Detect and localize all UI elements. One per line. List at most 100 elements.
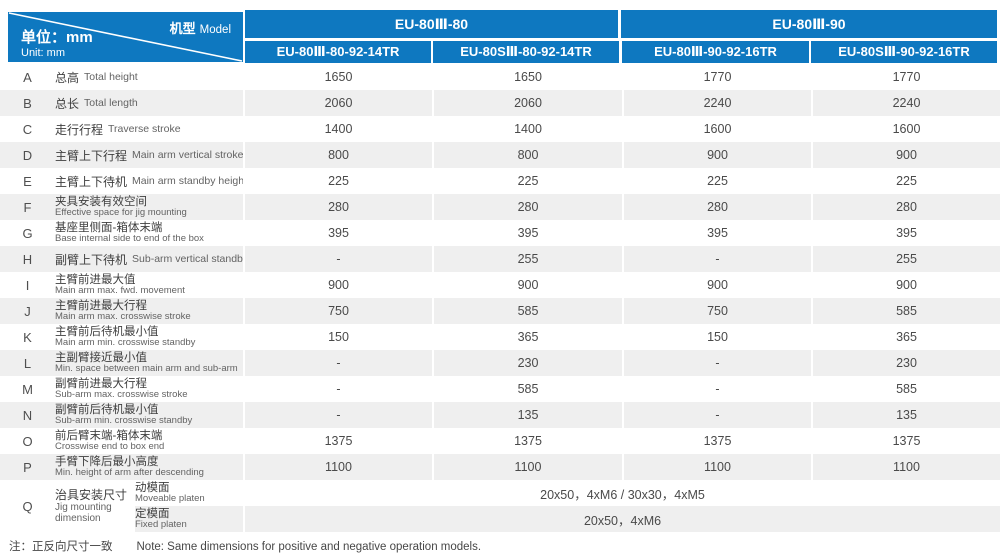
- spec-row-I: I 主臂前进最大值 Main arm max. fwd. movement 900 90…: [0, 272, 1000, 298]
- row-letter: K: [23, 329, 32, 345]
- value-cell: 225: [243, 168, 432, 194]
- jig-value-moveable: 20x50，4xM6 / 30x30，4xM5: [243, 480, 1000, 506]
- value-cell: 1400: [243, 116, 432, 142]
- row-letter: P: [0, 454, 55, 480]
- row-label: 基座里侧面-箱体末端 Base internal side to end of t…: [55, 220, 243, 246]
- model-label-en: Model: [199, 24, 231, 36]
- value-cell: 800: [243, 142, 432, 168]
- row-label: 治具安装尺寸 Jig mounting dimension: [55, 480, 135, 532]
- row-label: 副臂上下待机 Sub-arm vertical standby: [55, 246, 243, 272]
- row-letter: J: [0, 298, 55, 324]
- row-letter: B: [0, 90, 55, 116]
- label-en: Traverse stroke: [108, 123, 181, 135]
- model-column-header-3: EU-80Ⅲ-90-92-16TR: [622, 41, 809, 63]
- spec-row-F: F 夹具安装有效空间 Effective space for jig mountin…: [0, 194, 1000, 220]
- value-cell: -: [622, 376, 811, 402]
- value-cell: 750: [243, 298, 432, 324]
- label-en: Total height: [84, 71, 138, 83]
- row-letter: E: [23, 173, 32, 189]
- value-cell: 1770: [811, 64, 1000, 90]
- row-letter: A: [23, 69, 32, 85]
- value-cell: 1375: [432, 428, 622, 454]
- model-label-zh: 机型: [169, 21, 196, 36]
- spec-rows: A 总高 Total height 1650 1650 1770 1770 B 总长 Total …: [0, 64, 1000, 480]
- value-cell: 1770: [622, 64, 811, 90]
- model-header-label: 机型 Model: [170, 18, 231, 38]
- value-cell: 1375: [622, 428, 811, 454]
- value-cell: 2060: [243, 90, 432, 116]
- spec-row-H: H 副臂上下待机 Sub-arm vertical standby -255-255: [0, 246, 1000, 272]
- value-cell: 135: [811, 402, 1000, 428]
- value-cell: 1600: [811, 116, 1000, 142]
- label-en: Main arm max. fwd. movement: [55, 285, 185, 296]
- row-label: 总长 Total length: [55, 90, 243, 116]
- value-cell: 1375: [243, 428, 432, 454]
- model-group-header-eu80-90: EU-80Ⅲ-90: [621, 10, 997, 38]
- row-label: 副臂前后待机最小值 Sub-arm min. crosswise standby: [55, 402, 243, 428]
- label-en: Effective space for jig mounting: [55, 207, 187, 218]
- value-cell: 395: [243, 220, 432, 246]
- value-cell: -: [243, 350, 432, 376]
- value-cell: 1100: [622, 454, 811, 480]
- model-group-header-eu80-80: EU-80Ⅲ-80: [245, 10, 618, 38]
- value-cell: 1100: [811, 454, 1000, 480]
- unit-label-en: Unit: mm: [21, 46, 65, 59]
- row-letter: G: [22, 225, 33, 241]
- label-zh: 副臂前进最大行程: [55, 378, 147, 390]
- label-en: Main arm min. crosswise standby: [55, 337, 196, 348]
- jig-value-fixed: 20x50，4xM6: [243, 506, 1000, 532]
- value-cell: 280: [243, 194, 432, 220]
- jig-sub-label-moveable: 动模面 Moveable platen: [135, 480, 243, 506]
- label-zh: 副臂前后待机最小值: [55, 404, 159, 416]
- label-en: Min. space between main arm and sub-arm: [55, 363, 238, 374]
- model-column-header-2: EU-80SⅢ-80-92-14TR: [433, 41, 619, 63]
- row-label: 主臂前进最大行程 Main arm max. crosswise stroke: [55, 298, 243, 324]
- label-en: Moveable platen: [135, 493, 205, 504]
- value-cell: 900: [811, 142, 1000, 168]
- model-column-header-1: EU-80Ⅲ-80-92-14TR: [245, 41, 431, 63]
- label-en: Main arm max. crosswise stroke: [55, 311, 191, 322]
- value-cell: 135: [432, 402, 622, 428]
- label-zh: 主副臂接近最小值: [55, 352, 147, 364]
- footnote-en: Note: Same dimensions for positive and n…: [136, 541, 482, 553]
- value-cell: 280: [622, 194, 811, 220]
- value-cell: 395: [622, 220, 811, 246]
- spec-row-A: A 总高 Total height 1650 1650 1770 1770: [0, 64, 1000, 90]
- value-cell: -: [243, 402, 432, 428]
- value-cell: 2060: [432, 90, 622, 116]
- value-cell: 150: [622, 324, 811, 350]
- value-cell: 900: [811, 272, 1000, 298]
- row-letter: M: [22, 381, 33, 397]
- value-cell: 750: [622, 298, 811, 324]
- label-en: Total length: [84, 97, 138, 109]
- row-label: 主臂前进最大值 Main arm max. fwd. movement: [55, 272, 243, 298]
- spec-row-D: D 主臂上下行程 Main arm vertical stroke 800 800 900…: [0, 142, 1000, 168]
- spec-row-G: G 基座里侧面-箱体末端 Base internal side to end of …: [0, 220, 1000, 246]
- label-en: Crosswise end to box end: [55, 441, 165, 452]
- row-label: 夹具安装有效空间 Effective space for jig mounting: [55, 194, 243, 220]
- row-letter: H: [0, 246, 55, 272]
- spec-row-O: O 前后臂末端-箱体末端 Crosswise end to box end 1375 1…: [0, 428, 1000, 454]
- spec-row-N: N 副臂前后待机最小值 Sub-arm min. crosswise standby…: [0, 402, 1000, 428]
- spec-row-J: J 主臂前进最大行程 Main arm max. crosswise stroke 7…: [0, 298, 1000, 324]
- value-cell: 230: [811, 350, 1000, 376]
- value-cell: 1650: [432, 64, 622, 90]
- label-zh: 主臂上下行程: [55, 148, 128, 163]
- label-zh: 基座里侧面-箱体末端: [55, 222, 163, 234]
- label-en: Main arm vertical stroke: [132, 149, 243, 161]
- table-header: 机型 Model 单位：mm Unit: mm EU-80Ⅲ-80 EU-80Ⅲ-…: [0, 0, 1000, 64]
- label-zh: 定模面: [135, 508, 170, 520]
- value-cell: 225: [622, 168, 811, 194]
- spec-row-E: E 主臂上下待机 Main arm standby height 225 225 225 2…: [0, 168, 1000, 194]
- value-cell: -: [622, 246, 811, 272]
- label-zh: 动模面: [135, 482, 170, 494]
- value-cell: 900: [622, 272, 811, 298]
- row-label: 主臂前后待机最小值 Main arm min. crosswise standby: [55, 324, 243, 350]
- label-zh: 走行行程: [55, 122, 104, 137]
- spec-row-C: C 走行行程 Traverse stroke 1400 1400 1600 1600: [0, 116, 1000, 142]
- value-cell: 585: [811, 298, 1000, 324]
- value-cell: 280: [432, 194, 622, 220]
- row-letter: Q: [22, 498, 33, 514]
- value-cell: 1375: [811, 428, 1000, 454]
- value-cell: 1100: [243, 454, 432, 480]
